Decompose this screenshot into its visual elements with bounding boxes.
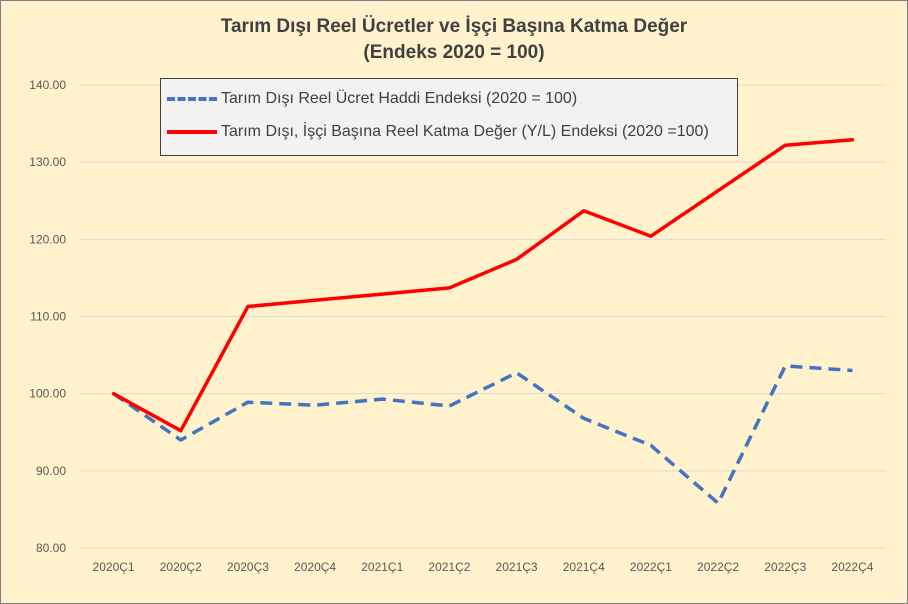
y-tick-label: 100.00 [29, 387, 66, 401]
chart-subtitle-line: (Endeks 2020 = 100) [363, 42, 545, 63]
legend-item-value-added-index: Tarım Dışı, İşçi Başına Reel Katma Değer… [167, 119, 709, 145]
x-tick-label: 2022Ç1 [630, 560, 672, 574]
x-tick-label: 2021Ç1 [361, 560, 403, 574]
chart-title: Tarım Dışı Reel Ücretler ve İşçi Başına … [0, 14, 908, 66]
legend-label-wage-index: Tarım Dışı Reel Ücret Haddi Endeksi (202… [221, 90, 578, 107]
series-lines [111, 138, 855, 505]
legend-swatch-solid-red [167, 130, 217, 134]
legend: Tarım Dışı Reel Ücret Haddi Endeksi (202… [160, 78, 738, 156]
x-tick-label: 2022Ç4 [831, 560, 873, 574]
x-tick-label: 2020Ç3 [227, 560, 269, 574]
y-tick-label: 110.00 [30, 310, 66, 324]
y-tick-label: 140.00 [29, 78, 66, 92]
legend-label-value-added-index: Tarım Dışı, İşçi Başına Reel Katma Değer… [221, 123, 709, 140]
x-tick-label: 2020Ç4 [294, 560, 336, 574]
legend-item-wage-index: Tarım Dışı Reel Ücret Haddi Endeksi (202… [167, 86, 577, 112]
x-tick-label: 2021Ç3 [496, 560, 538, 574]
x-tick-label: 2021Ç2 [428, 560, 470, 574]
series-line-value-added-index [111, 138, 855, 433]
chart-title-line: Tarım Dışı Reel Ücretler ve İşçi Başına … [220, 16, 688, 37]
y-axis-tick-labels: 80.00 90.00 100.00 110.00 120.00 130.00 140.00 [29, 78, 66, 555]
x-tick-label: 2022Ç3 [764, 560, 806, 574]
x-tick-label: 2021Ç4 [563, 560, 605, 574]
y-tick-label: 130.00 [29, 155, 66, 169]
y-tick-label: 120.00 [29, 232, 66, 246]
x-tick-label: 2020Ç1 [93, 560, 135, 574]
x-axis-tick-labels: 2020Ç1 2020Ç2 2020Ç3 2020Ç4 2021Ç1 2021Ç2 2021… [93, 560, 874, 574]
y-tick-label: 80.00 [36, 541, 66, 555]
x-tick-label: 2022Ç2 [697, 560, 739, 574]
series-line-wage-index [112, 364, 853, 505]
x-tick-label: 2020Ç2 [160, 560, 202, 574]
legend-swatch-dashed-blue [167, 97, 217, 101]
y-tick-label: 90.00 [36, 464, 66, 478]
